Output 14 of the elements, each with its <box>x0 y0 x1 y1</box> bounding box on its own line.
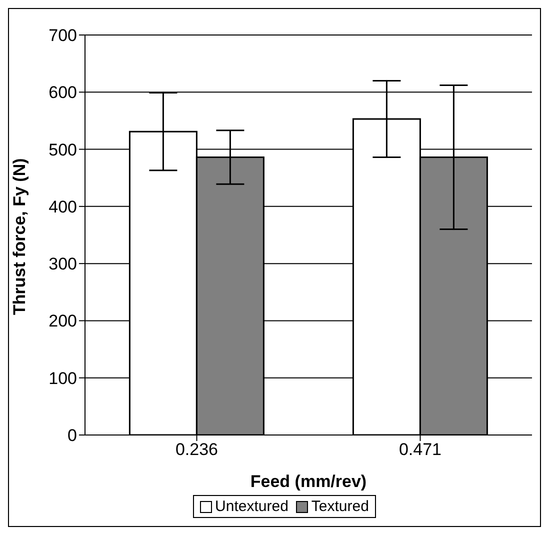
y-axis-title: Thrust force, Fy (N) <box>10 158 30 315</box>
y-tick-label: 400 <box>48 197 77 216</box>
y-tick-label: 600 <box>48 83 77 102</box>
y-tick-label: 200 <box>48 312 77 331</box>
y-tick-label: 300 <box>48 254 77 274</box>
x-axis-title: Feed (mm/rev) <box>250 472 367 491</box>
legend-label: Textured <box>310 498 369 515</box>
legend-label: Untextured <box>214 498 288 515</box>
y-tick-label: 500 <box>48 140 77 160</box>
y-tick-label: 700 <box>48 26 77 46</box>
x-tick-label: 0.471 <box>398 440 442 460</box>
y-tick-label: 0 <box>68 426 77 446</box>
y-tick-label: 100 <box>48 368 77 388</box>
x-tick-label: 0.236 <box>175 440 218 460</box>
